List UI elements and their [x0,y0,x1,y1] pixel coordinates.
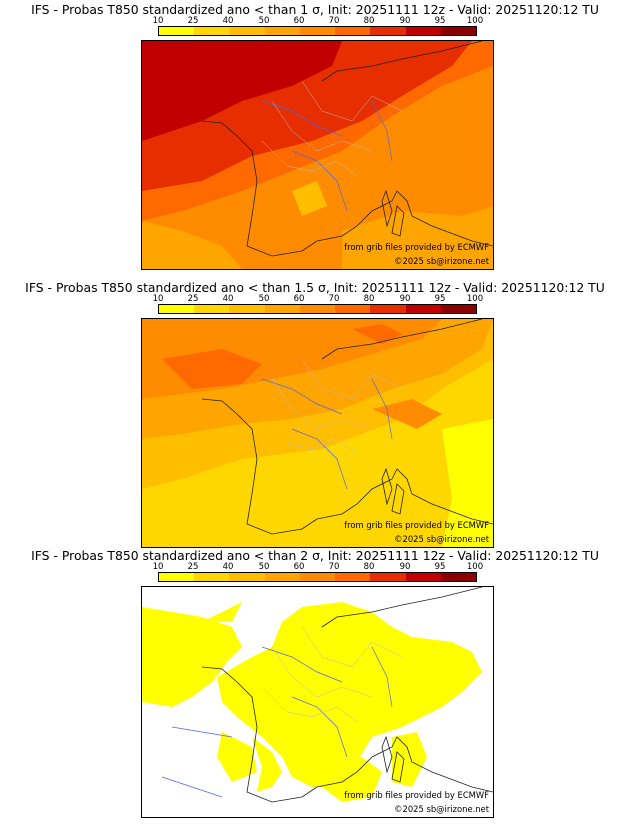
colorbar-segment [229,305,265,313]
tick-label: 10 [152,294,164,304]
map-drawing [142,319,493,547]
colorbar-segment [159,573,195,581]
probability-map: from grib files provided by ECMWF ©2025 … [141,318,494,548]
tick-label: 50 [258,294,270,304]
colorbar-segment [159,27,195,35]
tick-label: 25 [187,562,199,572]
map-panel-2: IFS - Probas T850 standardized ano < tha… [0,280,630,548]
tick-label: 90 [399,16,411,26]
map-drawing [142,41,493,269]
tick-label: 100 [466,294,484,304]
colorbar-segment [405,27,441,35]
colorbar-segment [264,27,300,35]
tick-label: 100 [466,562,484,572]
colorbar-ticks: 10 25 40 50 60 70 80 90 95 100 [0,562,630,572]
colorbar-segment [440,305,476,313]
tick-label: 10 [152,16,164,26]
tick-label: 40 [222,16,234,26]
tick-label: 70 [328,294,340,304]
map-drawing [142,587,493,817]
tick-label: 40 [222,562,234,572]
tick-label: 70 [328,16,340,26]
tick-label: 40 [222,294,234,304]
map-panel-1: IFS - Probas T850 standardized ano < tha… [0,2,630,278]
colorbar [158,572,477,582]
map-panel-3: IFS - Probas T850 standardized ano < tha… [0,548,630,826]
colorbar-segment [335,305,371,313]
probability-map: from grib files provided by ECMWF ©2025 … [141,586,494,818]
colorbar-segment [159,305,195,313]
tick-label: 95 [434,562,446,572]
colorbar-segment [264,573,300,581]
colorbar-ticks: 10 25 40 50 60 70 80 90 95 100 [0,16,630,26]
colorbar-segment [229,573,265,581]
colorbar-segment [370,305,406,313]
tick-label: 80 [363,16,375,26]
colorbar-segment [370,27,406,35]
credit-source: from grib files provided by ECMWF [344,242,489,252]
colorbar-segment [440,573,476,581]
credit-copyright: ©2025 sb@irizone.net [394,534,489,544]
credit-copyright: ©2025 sb@irizone.net [394,256,489,266]
panel-title: IFS - Probas T850 standardized ano < tha… [31,548,599,563]
tick-label: 95 [434,16,446,26]
colorbar-segment [264,305,300,313]
credit-source: from grib files provided by ECMWF [344,520,489,530]
colorbar [158,26,477,36]
colorbar-segment [335,573,371,581]
tick-label: 80 [363,562,375,572]
colorbar-segment [194,573,230,581]
tick-label: 95 [434,294,446,304]
credit-source: from grib files provided by ECMWF [344,790,489,800]
tick-label: 10 [152,562,164,572]
tick-label: 60 [293,16,305,26]
colorbar-segment [370,573,406,581]
tick-label: 50 [258,16,270,26]
panel-title: IFS - Probas T850 standardized ano < tha… [31,2,599,17]
colorbar-segment [229,27,265,35]
colorbar-segment [299,573,336,581]
colorbar-ticks: 10 25 40 50 60 70 80 90 95 100 [0,294,630,304]
colorbar-segment [335,27,371,35]
panel-title: IFS - Probas T850 standardized ano < tha… [25,280,605,295]
colorbar-segment [405,305,441,313]
tick-label: 25 [187,294,199,304]
tick-label: 60 [293,294,305,304]
tick-label: 60 [293,562,305,572]
tick-label: 50 [258,562,270,572]
tick-label: 90 [399,294,411,304]
tick-label: 80 [363,294,375,304]
tick-label: 70 [328,562,340,572]
colorbar [158,304,477,314]
colorbar-segment [194,305,230,313]
colorbar-segment [194,27,230,35]
credit-copyright: ©2025 sb@irizone.net [394,804,489,814]
colorbar-segment [299,305,336,313]
probability-map: from grib files provided by ECMWF ©2025 … [141,40,494,270]
tick-label: 25 [187,16,199,26]
colorbar-segment [440,27,476,35]
colorbar-segment [405,573,441,581]
colorbar-segment [299,27,336,35]
tick-label: 90 [399,562,411,572]
tick-label: 100 [466,16,484,26]
